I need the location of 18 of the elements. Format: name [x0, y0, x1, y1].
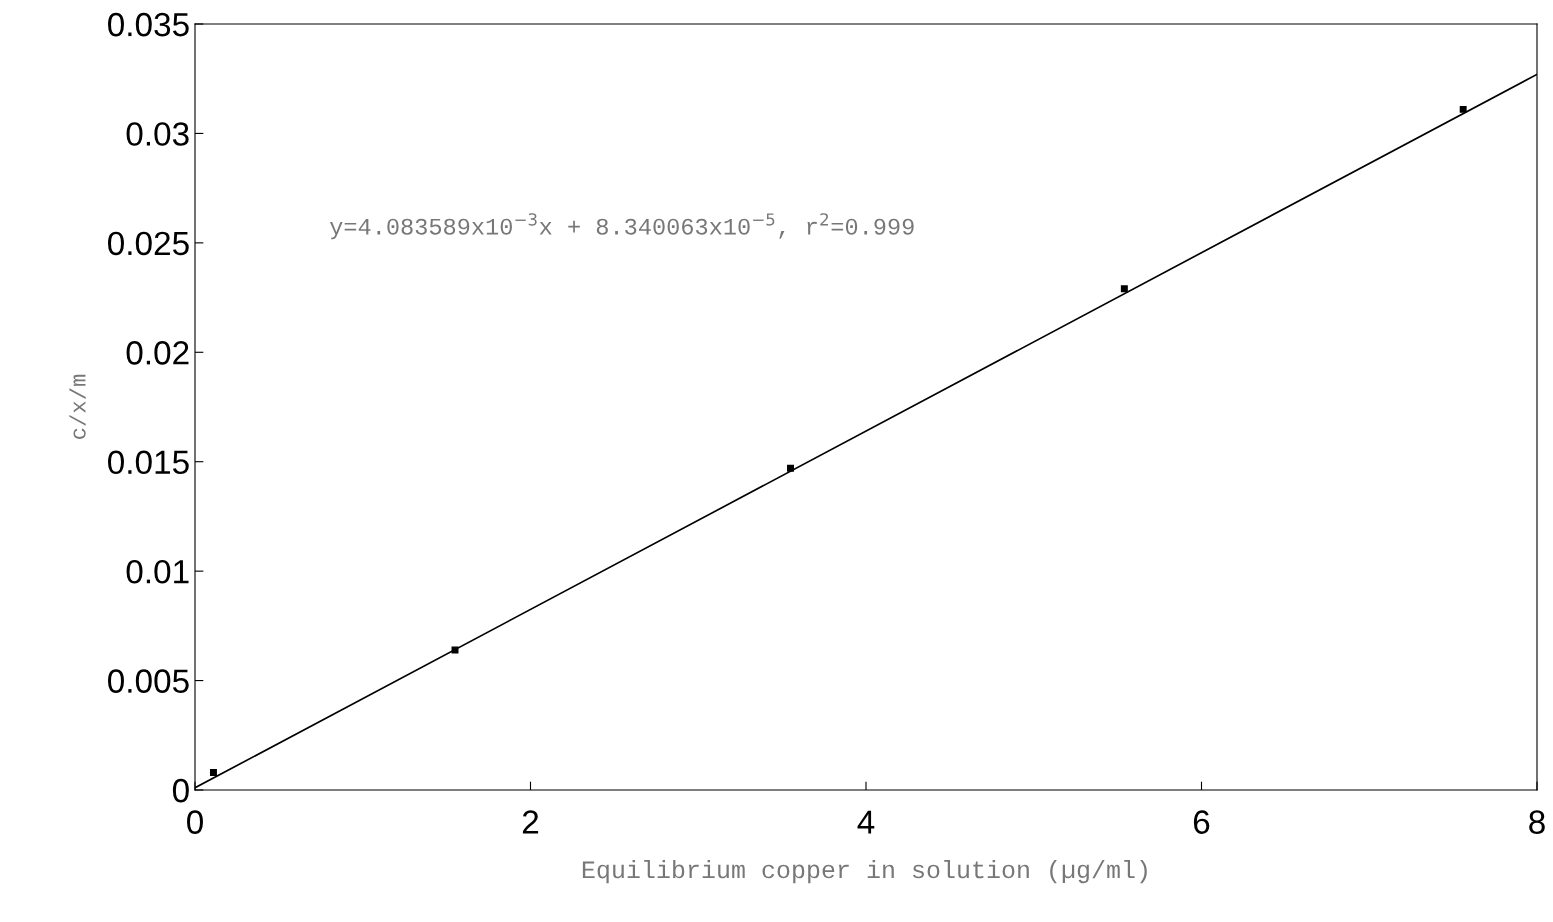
- y-tick-label: 0.005: [108, 669, 189, 693]
- y-tick-label: 0: [172, 778, 189, 803]
- y-tick-label: 0.03: [126, 122, 189, 146]
- point: [209, 769, 217, 776]
- y-tick-label: 0.02: [126, 341, 189, 365]
- y-tick-label: 0.01: [126, 559, 189, 584]
- x-tick-label: 6: [1193, 810, 1210, 834]
- annotation: y=4.083589x10$^{−3}$x + 8.340063x10$^{−5}$, r$^{2}$=0.999: [329, 213, 914, 240]
- y-tick-label: 0.035: [108, 12, 189, 37]
- y-tick-label: 0.015: [108, 450, 189, 475]
- x-tick-label: 2: [522, 810, 539, 834]
- point: [1120, 285, 1128, 293]
- x-axis-title: Equilibrium copper in solution (µg/ml): [582, 859, 1147, 884]
- y-tick-label: 0.025: [108, 231, 189, 256]
- point: [1459, 105, 1467, 113]
- x-tick-label: 8: [1529, 810, 1545, 834]
- x-tick-label: 4: [857, 810, 875, 834]
- y-axis-title: c/x/m: [69, 374, 86, 439]
